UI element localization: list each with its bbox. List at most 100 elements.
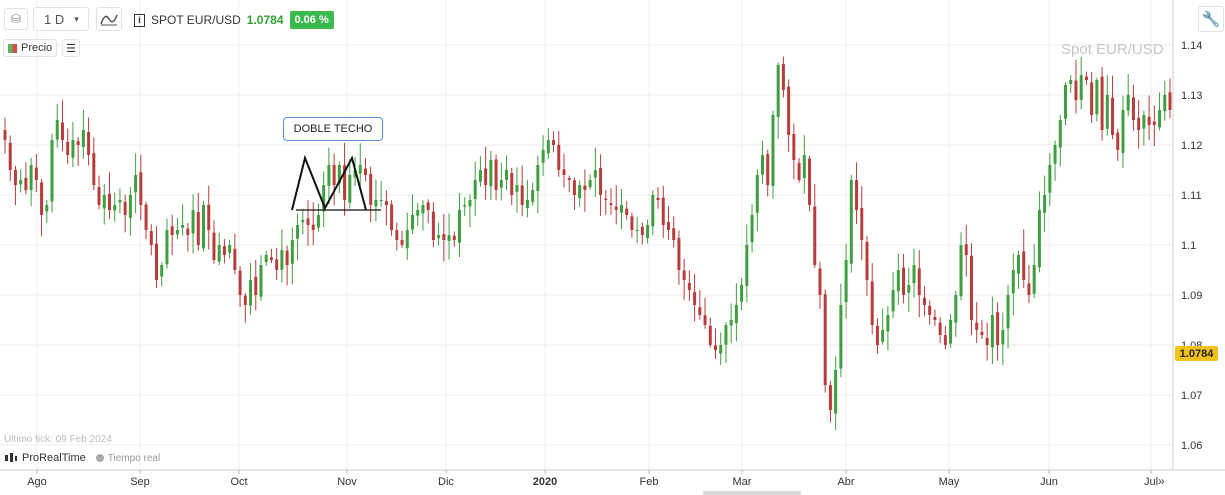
- candle-body: [635, 230, 639, 231]
- candle-body: [865, 242, 869, 280]
- candle-body: [437, 235, 441, 239]
- candle-body: [165, 230, 169, 265]
- candle: [1152, 105, 1156, 147]
- candle: [81, 109, 85, 159]
- candle-body: [651, 195, 655, 227]
- candle: [766, 149, 770, 197]
- candle-body: [222, 246, 226, 255]
- candle-body: [478, 170, 482, 182]
- candle-body: [1095, 80, 1099, 115]
- candle: [1022, 229, 1026, 288]
- candle-body: [379, 200, 383, 201]
- candle: [1016, 250, 1020, 289]
- candle-body: [421, 205, 425, 214]
- candle: [891, 272, 895, 319]
- candle-body: [729, 320, 733, 326]
- candle-body: [405, 230, 409, 249]
- candle-body: [233, 248, 237, 270]
- candle: [834, 356, 838, 431]
- candle-body: [155, 243, 159, 280]
- candle-body: [13, 169, 17, 185]
- candle: [1006, 284, 1010, 349]
- candle: [1147, 95, 1151, 141]
- candle: [8, 135, 12, 182]
- candle-body: [1152, 121, 1156, 125]
- candle: [510, 167, 514, 206]
- candle-body: [400, 239, 404, 245]
- candle-body: [902, 267, 906, 295]
- candle-body: [212, 232, 216, 260]
- candle: [1084, 71, 1088, 85]
- candle: [1163, 80, 1167, 121]
- candle: [520, 165, 524, 217]
- candle-body: [771, 115, 775, 186]
- candle-body: [1011, 270, 1015, 294]
- candle: [66, 128, 70, 165]
- candle-body: [787, 86, 791, 135]
- candle-body: [604, 198, 608, 200]
- annotation-label[interactable]: DOBLE TECHO: [283, 117, 383, 141]
- candle-body: [139, 172, 143, 205]
- candle: [1100, 67, 1104, 141]
- scroll-right-button[interactable]: »: [1158, 474, 1165, 488]
- candle-body: [656, 197, 660, 200]
- candle-body: [713, 345, 717, 350]
- candle: [390, 200, 394, 236]
- candle: [943, 325, 947, 350]
- candle-body: [60, 122, 64, 140]
- candle: [698, 290, 702, 320]
- candle-body: [776, 65, 780, 117]
- candle: [609, 188, 613, 215]
- candle: [734, 283, 738, 342]
- candle: [855, 162, 859, 225]
- candle-body: [181, 225, 185, 228]
- candle-body: [81, 130, 85, 147]
- candle: [254, 259, 258, 311]
- x-tick-label: 2020: [533, 476, 557, 488]
- candle: [348, 158, 352, 209]
- candle-body: [593, 170, 597, 178]
- candle: [181, 204, 185, 236]
- candle: [959, 232, 963, 301]
- candle-body: [66, 142, 70, 155]
- candle: [405, 212, 409, 260]
- candle-body: [1163, 95, 1167, 112]
- candle: [196, 192, 200, 251]
- candle: [630, 212, 634, 238]
- candle-body: [849, 180, 853, 264]
- info-icon[interactable]: i: [134, 13, 145, 27]
- candle-body: [296, 225, 300, 239]
- candle-body: [755, 175, 759, 213]
- candle: [76, 137, 80, 167]
- candle: [588, 174, 592, 190]
- candle-body: [8, 142, 12, 170]
- candle-body: [630, 216, 634, 230]
- candle: [212, 220, 216, 264]
- candle: [494, 154, 498, 201]
- candle-body: [907, 285, 911, 293]
- candle: [761, 140, 765, 184]
- candle: [703, 297, 707, 329]
- candle-body: [797, 163, 801, 180]
- chart-type-icon[interactable]: ⛁: [4, 8, 28, 30]
- candle: [452, 231, 456, 247]
- candle-body: [625, 208, 629, 215]
- scrollbar[interactable]: [703, 491, 801, 495]
- candle: [672, 216, 676, 248]
- wrench-icon[interactable]: 🔧: [1198, 6, 1224, 32]
- candle: [343, 142, 347, 216]
- indicator-icon[interactable]: [96, 7, 122, 31]
- candle-body: [473, 180, 477, 200]
- list-icon[interactable]: ☰: [62, 39, 80, 57]
- timeframe-selector[interactable]: 1 D ▾: [33, 7, 89, 31]
- candle: [802, 135, 806, 194]
- candle-body: [301, 220, 305, 223]
- candle: [222, 238, 226, 264]
- candle-body: [264, 255, 268, 263]
- legend-price[interactable]: Precio: [3, 39, 58, 57]
- candle: [264, 250, 268, 267]
- candle-body: [238, 270, 242, 295]
- candle: [134, 153, 138, 214]
- candle: [34, 153, 38, 193]
